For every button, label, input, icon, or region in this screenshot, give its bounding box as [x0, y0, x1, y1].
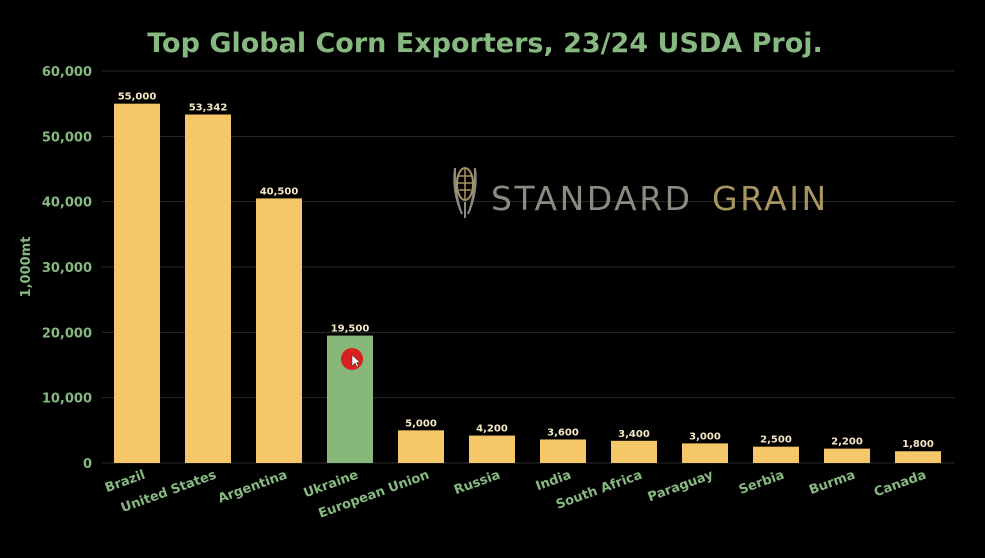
value-label: 4,200 [476, 424, 508, 435]
category-label: Burma [807, 468, 857, 498]
y-axis-label: 1,000mt [19, 237, 34, 298]
y-tick-label: 20,000 [42, 326, 92, 341]
category-label: Serbia [737, 468, 786, 498]
value-label: 40,500 [260, 186, 299, 197]
value-label: 5,000 [405, 418, 437, 429]
bar-european-union [398, 430, 444, 463]
value-labels: 55,000 53,342 40,500 19,500 5,000 4,200 3,600 3… [118, 92, 934, 451]
value-label: 3,400 [618, 429, 650, 440]
value-label: 3,000 [689, 431, 721, 442]
watermark-grain: GRAIN [712, 179, 829, 218]
y-tick-label: 50,000 [42, 130, 92, 145]
value-label: 53,342 [189, 102, 228, 113]
y-tick-label: 40,000 [42, 196, 92, 211]
category-label: Canada [872, 468, 928, 501]
bar-paraguay [682, 443, 728, 463]
bar-india [540, 439, 586, 463]
category-label: Brazil [103, 468, 147, 496]
corn-icon [453, 167, 477, 218]
category-label: Paraguay [646, 467, 716, 505]
bar-canada [895, 451, 941, 463]
category-label: Russia [452, 468, 502, 499]
category-label: Argentina [216, 468, 289, 507]
watermark-standard: STANDARD [491, 179, 693, 218]
value-label: 55,000 [118, 92, 157, 103]
y-tick-label: 60,000 [42, 65, 92, 80]
value-label: 19,500 [331, 324, 370, 335]
value-label: 2,200 [831, 437, 863, 448]
bars [114, 103, 941, 464]
chart-title: Top Global Corn Exporters, 23/24 USDA Pr… [147, 28, 823, 59]
cursor-marker [341, 348, 363, 370]
gridlines [102, 70, 955, 464]
y-tick-label: 30,000 [42, 261, 92, 276]
bar-south-africa [611, 440, 657, 463]
bar-brazil [114, 103, 160, 464]
bar-united-states [185, 114, 231, 463]
y-tick-label: 10,000 [42, 392, 92, 407]
bar-russia [469, 435, 515, 463]
bar-burma [824, 448, 870, 463]
standard-grain-logo: STANDARD GRAIN [453, 167, 829, 218]
bar-argentina [256, 198, 302, 463]
bar-serbia [753, 446, 799, 463]
value-label: 1,800 [902, 439, 934, 450]
category-label: India [534, 468, 574, 495]
y-tick-labels: 0 10,000 20,000 30,000 40,000 50,000 60,000 [42, 65, 92, 472]
value-label: 2,500 [760, 435, 792, 446]
value-label: 3,600 [547, 427, 579, 438]
y-tick-label: 0 [83, 457, 92, 472]
